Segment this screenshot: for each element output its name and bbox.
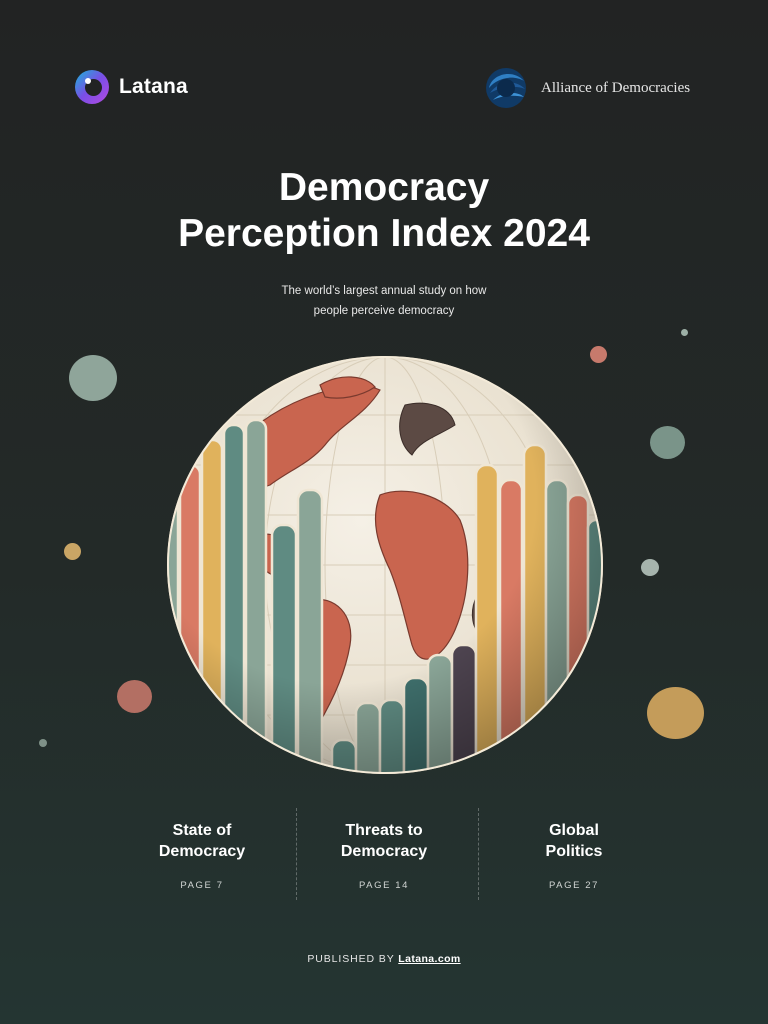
report-subtitle: The world’s largest annual study on how … xyxy=(184,281,584,321)
section-title: Global Politics xyxy=(484,820,664,862)
section-title: Threats to Democracy xyxy=(294,820,474,862)
decorative-dot xyxy=(39,739,47,747)
section-page-number: PAGE 27 xyxy=(548,880,600,891)
decorative-dot xyxy=(681,329,688,336)
report-title: Democracy Perception Index 2024 xyxy=(0,165,768,257)
globe-bar-chart-illustration xyxy=(167,356,603,774)
decorative-dot xyxy=(117,680,152,713)
section-page-number: PAGE 7 xyxy=(180,880,224,891)
section-title-line-1: Global xyxy=(549,822,599,839)
latana-link[interactable]: Latana.com xyxy=(398,953,461,965)
report-subtitle-line-2: people perceive democracy xyxy=(313,305,455,317)
section-page-number: PAGE 14 xyxy=(358,880,410,891)
decorative-dot xyxy=(64,543,81,560)
decorative-dot xyxy=(641,559,659,576)
report-title-line-1: Democracy xyxy=(278,166,490,209)
section-divider xyxy=(296,808,297,900)
section-divider xyxy=(478,808,479,900)
section-global-politics[interactable]: Global Politics PAGE 27 xyxy=(484,820,664,891)
section-title-line-2: Democracy xyxy=(340,843,428,860)
decorative-dot xyxy=(590,346,607,363)
section-title: State of Democracy xyxy=(112,820,292,862)
latana-ring-icon xyxy=(75,70,109,104)
section-title-line-2: Democracy xyxy=(158,843,246,860)
section-title-line-1: Threats to xyxy=(345,822,423,839)
published-by-footer: PUBLISHED BY Latana.com xyxy=(0,953,768,965)
report-title-line-2: Perception Index 2024 xyxy=(178,212,590,255)
section-state-of-democracy[interactable]: State of Democracy PAGE 7 xyxy=(112,820,292,891)
section-title-line-2: Politics xyxy=(545,843,603,860)
section-title-line-1: State of xyxy=(172,822,232,839)
alliance-globe-icon xyxy=(486,68,526,108)
alliance-of-democracies-logo[interactable]: Alliance of Democracies xyxy=(484,67,690,109)
section-threats-to-democracy[interactable]: Threats to Democracy PAGE 14 xyxy=(294,820,474,891)
report-subtitle-line-1: The world’s largest annual study on how xyxy=(281,285,487,297)
decorative-dot xyxy=(69,355,117,401)
alliance-of-democracies-wordmark: Alliance of Democracies xyxy=(541,79,691,96)
latana-logo[interactable]: Latana xyxy=(74,69,188,105)
decorative-dot xyxy=(647,687,704,739)
published-by-label: PUBLISHED BY xyxy=(307,953,395,965)
decorative-dot xyxy=(650,426,685,459)
latana-wordmark: Latana xyxy=(119,75,188,98)
